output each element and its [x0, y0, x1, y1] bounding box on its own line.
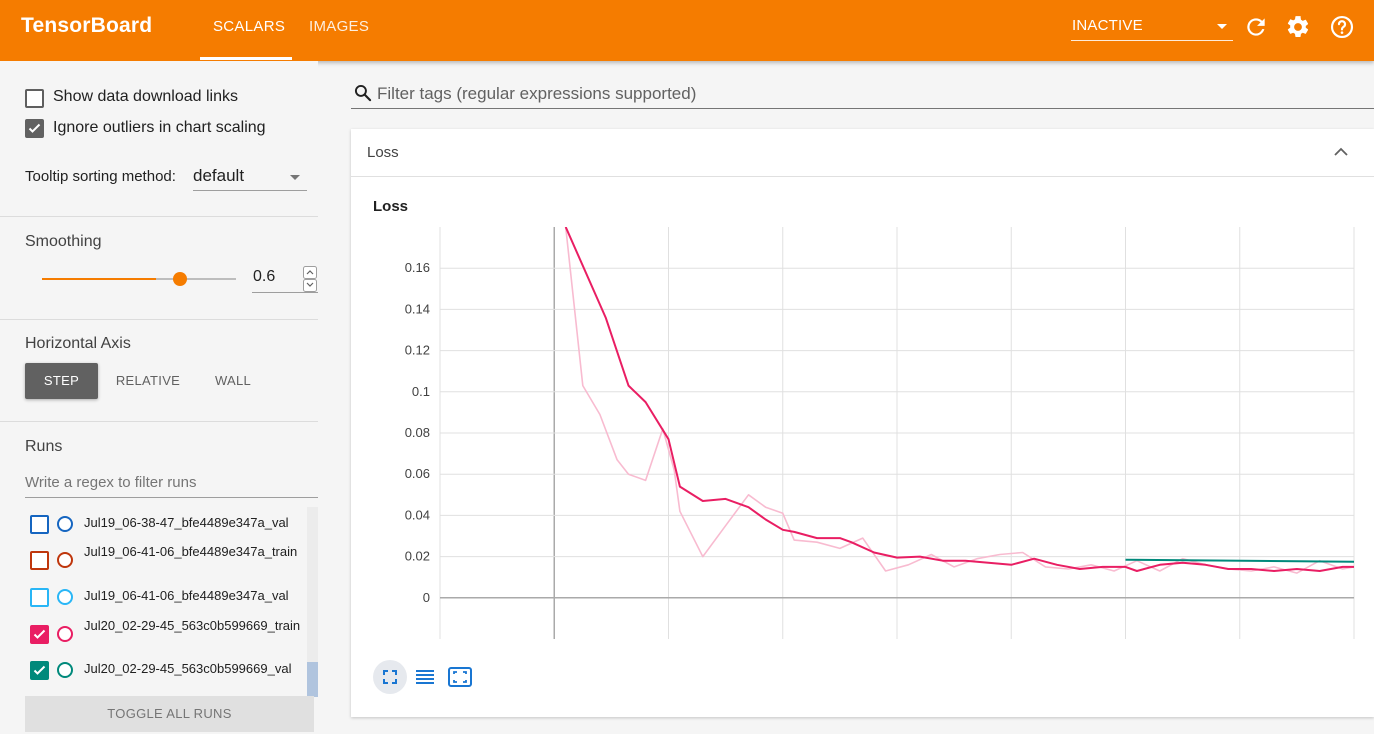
- chart-title: Loss: [373, 198, 409, 215]
- run-label: Jul19_06-41-06_bfe4489e347a_val: [84, 588, 289, 603]
- runs-scrollbar-thumb[interactable]: [307, 662, 318, 697]
- filter-tags-placeholder: Filter tags (regular expressions support…: [377, 84, 697, 103]
- expand-chart-button[interactable]: [443, 660, 477, 694]
- run-checkbox[interactable]: [30, 551, 49, 570]
- app-title: TensorBoard: [21, 14, 153, 37]
- run-color-circle[interactable]: [57, 552, 73, 568]
- checkmark-icon: [28, 123, 41, 133]
- plot-lines: [564, 227, 1354, 574]
- card-title: Loss: [367, 144, 399, 161]
- y-tick-label: 0.04: [405, 507, 430, 522]
- run-color-circle[interactable]: [57, 589, 73, 605]
- y-tick-label: 0.08: [405, 425, 430, 440]
- horizontal-axis-title: Horizontal Axis: [25, 335, 131, 352]
- y-tick-label: 0: [423, 590, 430, 605]
- val-line: [1125, 558, 1354, 563]
- sidebar: Show data download links Ignore outliers…: [0, 61, 318, 734]
- search-icon: [354, 84, 372, 102]
- smoothing-slider-fill: [42, 278, 157, 280]
- run-label: Jul19_06-38-47_bfe4489e347a_val: [84, 515, 289, 530]
- expand-icon: [448, 667, 472, 687]
- gear-icon[interactable]: [1285, 14, 1311, 40]
- caret-down-icon: [1217, 24, 1227, 29]
- toggle-all-runs-button[interactable]: TOGGLE ALL RUNS: [25, 696, 314, 732]
- run-checkbox[interactable]: [30, 625, 49, 644]
- show-download-links-label[interactable]: Show data download links: [53, 88, 239, 105]
- ignore-outliers-label[interactable]: Ignore outliers in chart scaling: [53, 119, 266, 136]
- card-header[interactable]: Loss: [351, 129, 1374, 177]
- run-color-circle[interactable]: [57, 662, 73, 678]
- run-color-circle[interactable]: [57, 626, 73, 642]
- smoothing-slider-thumb[interactable]: [173, 272, 188, 286]
- divider: [0, 216, 318, 217]
- fit-domain-button[interactable]: [373, 660, 407, 694]
- tooltip-sorting-label: Tooltip sorting method:: [25, 168, 176, 185]
- y-tick-label: 0.06: [405, 466, 430, 481]
- tooltip-sorting-dropdown[interactable]: default: [193, 164, 307, 191]
- smoothing-title: Smoothing: [25, 233, 102, 250]
- axis-wall-button[interactable]: WALL: [214, 373, 252, 388]
- spinner-arrows-icon[interactable]: [303, 265, 317, 293]
- checkmark-icon: [33, 629, 46, 639]
- y-tick-label: 0.14: [405, 301, 430, 316]
- runs-filter-input[interactable]: Write a regex to filter runs: [25, 470, 318, 498]
- y-tick-label: 0.1: [412, 384, 430, 399]
- train-smoothed-line: [564, 227, 1354, 572]
- runs-scrollbar[interactable]: [307, 507, 318, 697]
- ignore-outliers-checkbox[interactable]: [25, 119, 44, 138]
- axis-step-button[interactable]: STEP: [25, 363, 98, 399]
- y-tick-label: 0.02: [405, 549, 430, 564]
- caret-down-icon: [290, 175, 300, 180]
- smoothing-slider[interactable]: [42, 272, 236, 286]
- tooltip-sorting-value: default: [193, 166, 245, 185]
- run-checkbox[interactable]: [30, 661, 49, 680]
- loss-chart[interactable]: 0.16 0.14 0.12 0.1 0.08 0.06 0.04 0.02 0: [351, 129, 1374, 717]
- show-download-links-checkbox[interactable]: [25, 89, 44, 108]
- run-item[interactable]: Jul19_06-38-47_bfe4489e347a_val: [25, 507, 305, 545]
- run-item[interactable]: Jul20_02-29-45_563c0b599669_train: [25, 617, 305, 655]
- smoothing-input[interactable]: 0.6: [252, 265, 318, 293]
- run-label: Jul19_06-41-06_bfe4489e347a_train: [84, 544, 298, 559]
- run-status-value: INACTIVE: [1072, 17, 1143, 34]
- runs-list: Jul19_06-38-47_bfe4489e347a_val Jul19_06…: [25, 507, 318, 697]
- app-header: TensorBoard SCALARS IMAGES INACTIVE: [0, 0, 1374, 61]
- run-item[interactable]: Jul19_06-41-06_bfe4489e347a_val: [25, 580, 305, 618]
- run-label: Jul20_02-29-45_563c0b599669_train: [84, 618, 301, 633]
- run-checkbox[interactable]: [30, 515, 49, 534]
- run-label: Jul20_02-29-45_563c0b599669_val: [84, 661, 292, 676]
- y-tick-label: 0.12: [405, 343, 430, 358]
- toggle-y-log-button[interactable]: [408, 660, 442, 694]
- run-item[interactable]: Jul20_02-29-45_563c0b599669_val: [25, 653, 305, 691]
- toggle-lines-icon: [416, 670, 434, 684]
- loss-card: Loss Loss 0.16 0.14 0.12 0.1 0.08 0.06 0.04 0.0…: [351, 129, 1374, 717]
- fit-domain-icon: [383, 670, 397, 684]
- run-color-circle[interactable]: [57, 516, 73, 532]
- filter-tags-input[interactable]: Filter tags (regular expressions support…: [351, 80, 1374, 109]
- divider: [0, 421, 318, 422]
- tab-images[interactable]: IMAGES: [309, 18, 370, 35]
- run-status-dropdown[interactable]: INACTIVE: [1071, 14, 1233, 41]
- run-item[interactable]: Jul19_06-41-06_bfe4489e347a_train: [25, 543, 305, 581]
- smoothing-value: 0.6: [253, 268, 276, 285]
- help-icon[interactable]: [1329, 14, 1355, 40]
- runs-title: Runs: [25, 438, 63, 455]
- tab-scalars[interactable]: SCALARS: [213, 18, 286, 35]
- run-checkbox[interactable]: [30, 588, 49, 607]
- checkmark-icon: [33, 665, 46, 675]
- y-tick-label: 0.16: [405, 260, 430, 275]
- axis-relative-button[interactable]: RELATIVE: [115, 373, 181, 388]
- divider: [0, 319, 318, 320]
- chevron-up-icon[interactable]: [1333, 145, 1349, 159]
- train-raw-line: [564, 227, 1354, 574]
- active-tab-indicator: [200, 57, 292, 60]
- reload-icon[interactable]: [1243, 14, 1269, 40]
